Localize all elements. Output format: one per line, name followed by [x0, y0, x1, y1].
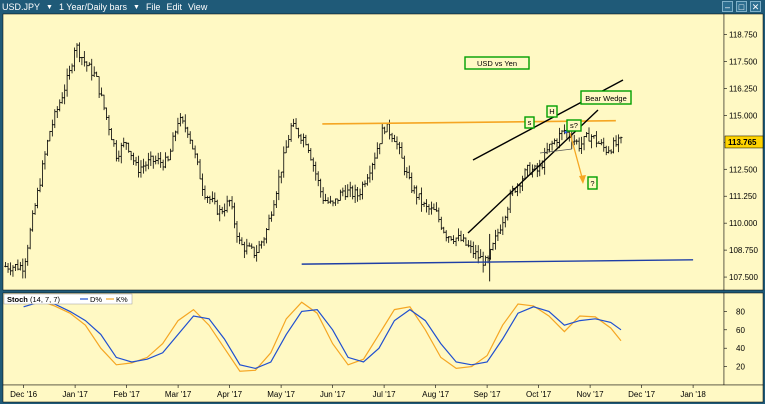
stoch-title: Stoch	[7, 295, 28, 304]
price-tick-label: 107.500	[729, 273, 758, 282]
legend-d-label: D%	[90, 295, 102, 304]
stoch-tick-label: 60	[736, 326, 745, 335]
time-tick-label: Jun '17	[320, 390, 346, 399]
s-annotation-text: s	[528, 118, 532, 127]
window-controls: – □ ✕	[722, 1, 761, 12]
stoch-d-line	[23, 301, 622, 370]
time-tick-label: Dec '16	[10, 390, 37, 399]
price-tick-label: 115.000	[729, 111, 758, 120]
title-bar: USD.JPY ▼ 1 Year/Daily bars ▼ File Edit …	[2, 1, 213, 13]
price-tick-label: 118.750	[729, 30, 758, 39]
h-annotation: H	[546, 105, 558, 118]
maximize-button[interactable]: □	[736, 1, 747, 12]
annotations: USD vs Yen Bear Wedge s Hs??	[464, 56, 632, 190]
stoch-params: (14, 7, 7)	[30, 295, 61, 304]
period-label[interactable]: 1 Year/Daily bars	[58, 2, 127, 12]
time-tick-label: Mar '17	[165, 390, 192, 399]
time-tick-label: Jan '18	[680, 390, 706, 399]
stoch-tick-label: 40	[736, 344, 745, 353]
time-tick-label: Jan '17	[62, 390, 88, 399]
price-panel-bg	[2, 13, 725, 291]
price-bars	[4, 42, 623, 282]
symbol-dropdown-icon[interactable]: ▼	[46, 3, 53, 11]
s2-annotation-text: s?	[570, 121, 578, 130]
time-tick-label: May '17	[267, 390, 295, 399]
h-annotation-text: H	[549, 107, 554, 116]
period-dropdown-icon[interactable]: ▼	[133, 3, 140, 11]
question-annotation-text: ?	[590, 179, 594, 188]
bear-wedge-annotation-text: Bear Wedge	[585, 94, 627, 103]
time-tick-label: Jul '17	[373, 390, 396, 399]
time-axis-bg	[2, 384, 764, 403]
time-tick-label: Feb '17	[113, 390, 140, 399]
title-annotation-text: USD vs Yen	[477, 59, 517, 68]
close-button[interactable]: ✕	[750, 1, 761, 12]
price-axis-bg	[723, 13, 764, 291]
price-tick-label: 116.250	[729, 84, 758, 93]
projection-arrow-head	[579, 175, 586, 184]
stoch-k-line	[23, 299, 622, 372]
menu-edit[interactable]: Edit	[166, 2, 182, 12]
legend-k-label: K%	[116, 295, 128, 304]
time-tick-label: Dec '17	[628, 390, 655, 399]
price-axis: 107.500 108.750 110.000 111.250 112.500 113.7…	[724, 30, 764, 282]
time-tick-label: Nov '17	[577, 390, 604, 399]
support-line	[301, 259, 694, 265]
time-tick-label: Oct '17	[526, 390, 552, 399]
title-annotation: USD vs Yen	[464, 56, 530, 70]
symbol-label[interactable]: USD.JPY	[2, 2, 41, 12]
stoch-legend: Stoch (14, 7, 7) D% K%	[3, 293, 133, 305]
time-tick-label: Aug '17	[422, 390, 449, 399]
bear-wedge-annotation: Bear Wedge	[580, 90, 632, 105]
stoch-axis-bg	[723, 292, 764, 386]
minimize-button[interactable]: –	[722, 1, 733, 12]
question-annotation: ?	[587, 176, 598, 190]
price-tick-label: 117.500	[729, 57, 758, 66]
time-axis: Dec '16 Jan '17 Feb '17 Mar '17 Apr '17 May '…	[10, 385, 706, 399]
menu-view[interactable]: View	[187, 2, 208, 12]
projection-arrow-line	[569, 132, 584, 182]
s2-annotation: s?	[566, 119, 582, 132]
stoch-tick-label: 80	[736, 307, 745, 316]
price-tick-label: 108.750	[729, 246, 758, 255]
time-tick-label: Apr '17	[217, 390, 243, 399]
price-tick-label: 110.000	[729, 219, 758, 228]
time-tick-label: Sep '17	[474, 390, 501, 399]
menu-file[interactable]: File	[145, 2, 161, 12]
stoch-tick-label: 20	[736, 363, 745, 372]
stochastic-panel: 20 40 60 80 Stoch (14, 7, 7) D% K%	[3, 293, 745, 372]
s-annotation: s	[524, 116, 535, 129]
price-bar	[619, 136, 623, 144]
last-price-badge	[724, 135, 764, 149]
price-tick-label: 111.250	[729, 192, 757, 201]
price-tick-label: 112.500	[729, 165, 758, 174]
neckline	[539, 148, 573, 154]
stoch-panel-bg	[2, 292, 725, 386]
last-price-label: 113.765	[728, 138, 757, 147]
